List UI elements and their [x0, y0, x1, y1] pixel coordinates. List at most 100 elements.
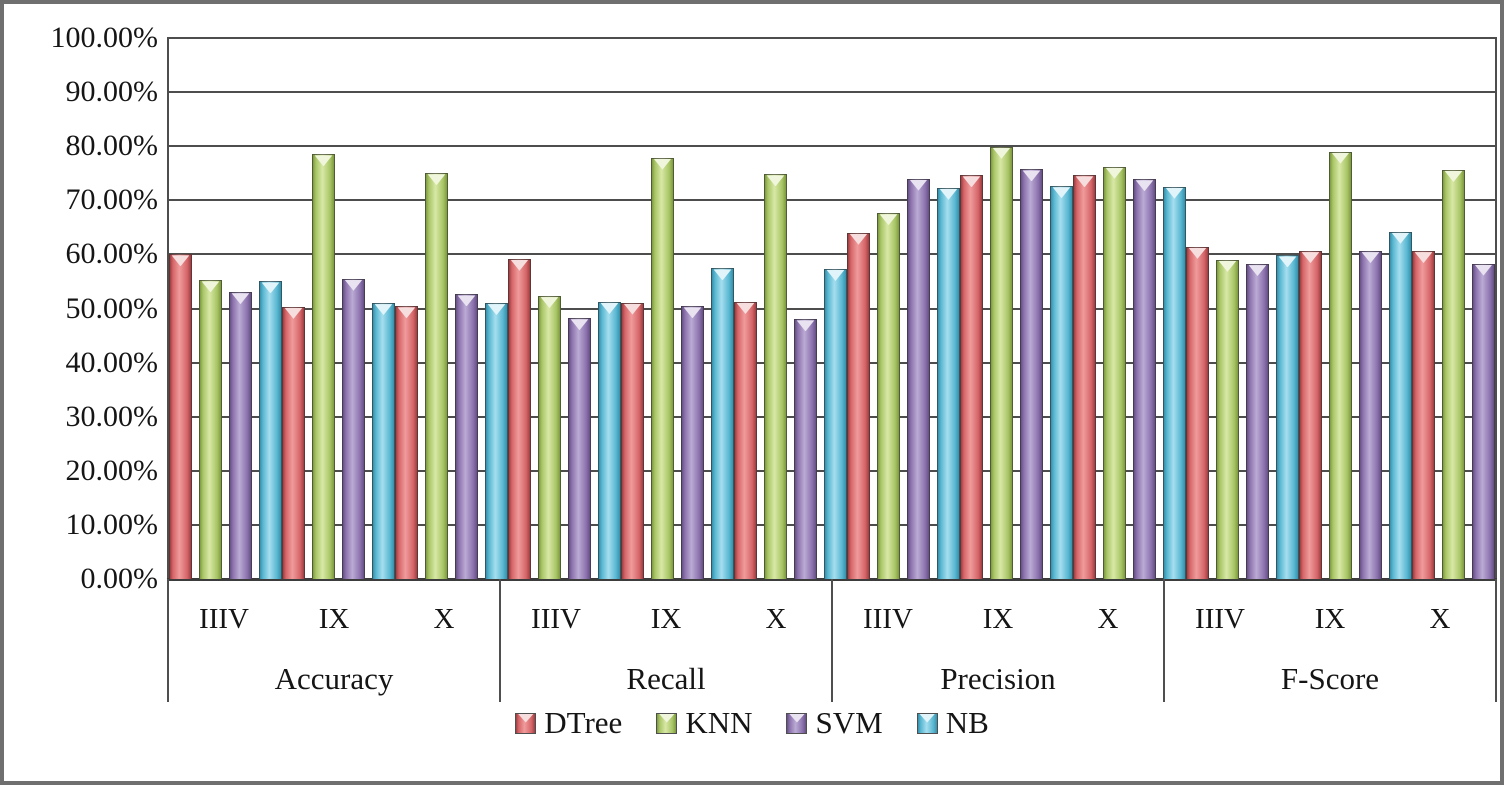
- bar-top-bevel: [849, 233, 868, 245]
- category-group-recall: IIIV IX X Recall: [499, 579, 831, 702]
- bar-dtree-f-score-x: [1412, 251, 1435, 579]
- group-label: Recall: [626, 661, 706, 696]
- category-group-accuracy: IIIV IX X Accuracy: [167, 579, 499, 702]
- bar-knn-accuracy-x: [425, 173, 448, 579]
- bar-top-bevel: [713, 269, 732, 281]
- bars-layer: [169, 38, 1495, 579]
- subgroup-label-row: IIIV IX X: [169, 579, 499, 651]
- bar-knn-precision-ix: [990, 146, 1013, 579]
- subgroup-label-row: IIIV IX X: [1165, 579, 1495, 651]
- bar-group-f-score: [1186, 38, 1500, 579]
- bar-top-bevel: [487, 304, 506, 316]
- bar-top-bevel: [570, 319, 589, 331]
- cluster-f-score-x: [1412, 38, 1500, 579]
- bar-top-bevel: [1331, 152, 1350, 164]
- subgroup-label: IIIV: [531, 602, 581, 635]
- subgroup-label: IIIV: [863, 602, 913, 635]
- legend-marker-icon: [786, 712, 808, 734]
- bar-top-bevel: [1165, 187, 1184, 199]
- bar-svm-recall-iiiv: [568, 318, 591, 579]
- bar-svm-precision-ix: [1020, 169, 1043, 579]
- bar-knn-f-score-x: [1442, 170, 1465, 579]
- cluster-precision-iiiv: [847, 38, 960, 579]
- bar-top-bevel: [1361, 252, 1380, 264]
- y-tick-label: 70.00%: [65, 183, 159, 217]
- plot-area: [167, 37, 1497, 581]
- group-label: F-Score: [1280, 661, 1380, 696]
- category-axis: IIIV IX X Accuracy IIIV IX X Recall IIIV IX X Preci…: [167, 579, 1497, 702]
- y-tick-label: 90.00%: [65, 75, 159, 109]
- bar-top-bevel: [1444, 171, 1463, 183]
- bar-dtree-recall-x: [734, 302, 757, 579]
- bar-top-bevel: [1075, 176, 1094, 188]
- bar-top-bevel: [909, 179, 928, 191]
- bar-nb-precision-iiiv: [937, 187, 960, 579]
- bar-top-bevel: [231, 293, 250, 305]
- bar-top-bevel: [1135, 180, 1154, 192]
- subgroup-label: X: [1097, 602, 1119, 635]
- bar-top-bevel: [171, 255, 190, 267]
- y-tick-label: 20.00%: [65, 453, 159, 487]
- bar-top-bevel: [879, 214, 898, 226]
- bar-svm-precision-x: [1133, 179, 1156, 579]
- category-group-f-score: IIIV IX X F-Score: [1163, 579, 1497, 702]
- bar-top-bevel: [457, 295, 476, 307]
- bar-svm-recall-x: [794, 319, 817, 579]
- bar-top-bevel: [939, 188, 958, 200]
- bar-top-bevel: [1248, 265, 1267, 277]
- subgroup-label: IX: [1314, 602, 1346, 635]
- legend-marker-bevel: [919, 713, 936, 723]
- gridline: [167, 37, 1497, 39]
- bar-nb-precision-x: [1163, 186, 1186, 579]
- bar-knn-recall-ix: [651, 157, 674, 579]
- bar-nb-f-score-ix: [1389, 231, 1412, 579]
- bar-knn-precision-iiiv: [877, 213, 900, 579]
- bar-top-bevel: [623, 303, 642, 315]
- bar-top-bevel: [1391, 232, 1410, 244]
- legend-item-knn: KNN: [656, 705, 752, 741]
- bar-top-bevel: [374, 304, 393, 316]
- group-label: Precision: [940, 661, 1056, 696]
- bar-svm-f-score-iiiv: [1246, 264, 1269, 579]
- bar-top-bevel: [510, 259, 529, 271]
- subgroup-label: IX: [650, 602, 682, 635]
- legend-label: NB: [945, 705, 989, 740]
- cluster-precision-x: [1073, 38, 1186, 579]
- bar-svm-accuracy-ix: [342, 278, 365, 579]
- cluster-precision-ix: [960, 38, 1073, 579]
- subgroup-label: IIIV: [1195, 602, 1245, 635]
- bar-knn-accuracy-ix: [312, 154, 335, 579]
- bar-top-bevel: [766, 175, 785, 187]
- legend-item-svm: SVM: [786, 705, 883, 741]
- subgroup-label: X: [1429, 602, 1451, 635]
- subgroup-label: IIIV: [199, 602, 249, 635]
- legend-label: KNN: [685, 705, 753, 740]
- gridline: [167, 199, 1497, 202]
- legend-marker-bevel: [658, 713, 675, 723]
- y-tick-label: 40.00%: [65, 345, 159, 379]
- subgroup-label: IX: [318, 602, 350, 635]
- bar-svm-precision-iiiv: [907, 178, 930, 579]
- bar-top-bevel: [540, 297, 559, 309]
- bar-dtree-accuracy-x: [395, 306, 418, 579]
- cluster-recall-x: [734, 38, 847, 579]
- bar-nb-f-score-iiiv: [1276, 255, 1299, 579]
- y-axis: 100.00% 90.00% 80.00% 70.00% 60.00% 50.00% 40.…: [4, 4, 162, 781]
- bar-top-bevel: [826, 270, 845, 282]
- bar-top-bevel: [736, 303, 755, 315]
- legend-label: SVM: [815, 705, 883, 740]
- y-tick-label: 60.00%: [65, 237, 159, 271]
- y-tick-label: 80.00%: [65, 129, 159, 163]
- legend-label: DTree: [544, 705, 623, 740]
- bar-nb-recall-iiiv: [598, 302, 621, 579]
- bar-top-bevel: [284, 307, 303, 319]
- y-tick-label: 30.00%: [65, 399, 159, 433]
- bar-top-bevel: [1218, 260, 1237, 272]
- bar-dtree-precision-iiiv: [847, 232, 870, 579]
- bar-nb-recall-x: [824, 269, 847, 579]
- legend-marker-icon: [916, 712, 938, 734]
- subgroup-label: IX: [982, 602, 1014, 635]
- bar-dtree-f-score-iiiv: [1186, 246, 1209, 579]
- bar-top-bevel: [1414, 252, 1433, 264]
- bar-dtree-precision-x: [1073, 175, 1096, 579]
